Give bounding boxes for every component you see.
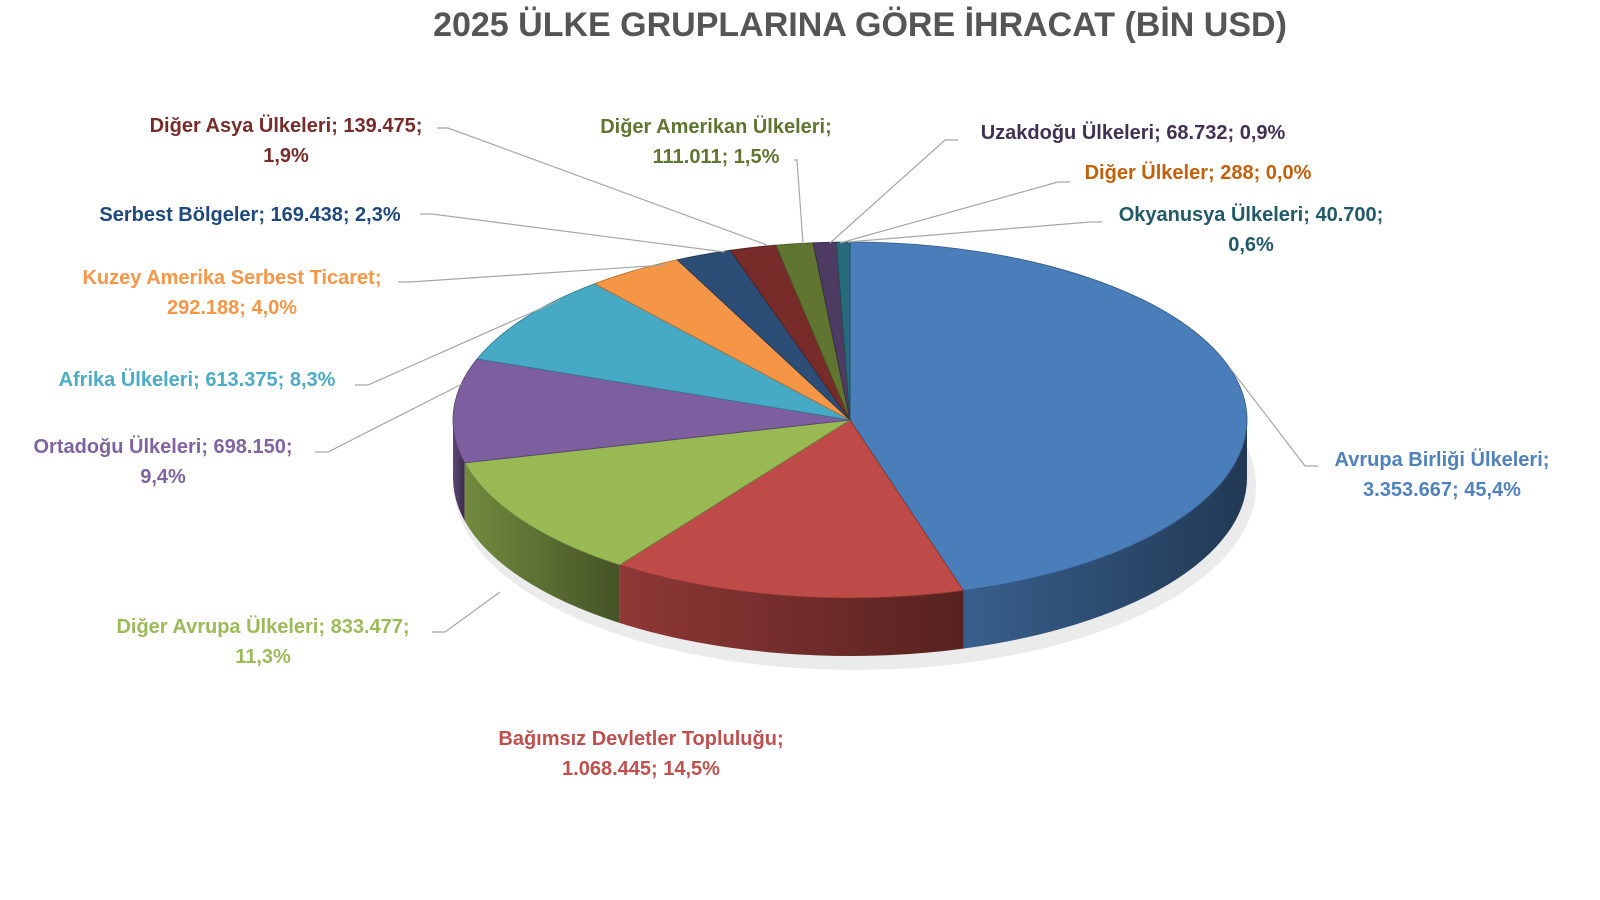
label-value: 169.438 (270, 204, 343, 226)
label-value: 111.011 (652, 146, 722, 168)
chart-title: 2025 ÜLKE GRUPLARINA GÖRE İHRACAT (BİN U… (433, 6, 1287, 44)
label-percent: 8,3% (289, 369, 336, 391)
label-percent: 1,9% (263, 145, 309, 167)
leader-line (420, 213, 726, 253)
label-name: Serbest Bölgeler (99, 204, 259, 226)
label-name: Diğer Avrupa Ülkeleri (116, 616, 319, 638)
data-label: Serbest Bölgeler; 169.438; 2,3% (99, 204, 401, 226)
label-name: Afrika Ülkeleri (58, 369, 194, 391)
leader-line (355, 299, 561, 386)
label-value: 833.477 (330, 616, 403, 638)
leader-line (315, 383, 463, 453)
data-label: Diğer Avrupa Ülkeleri; 833.477; 11,3% (116, 616, 410, 668)
leader-line (398, 264, 666, 283)
label-value: 40.700 (1315, 204, 1377, 226)
label-value: 698.150 (213, 436, 286, 458)
data-label: Afrika Ülkeleri; 613.375; 8,3% (58, 369, 336, 391)
label-value: 1.068.445 (562, 758, 652, 780)
label-percent: 14,5% (663, 758, 720, 780)
label-percent: 9,4% (140, 466, 186, 488)
label-name: Okyanusya Ülkeleri (1118, 204, 1304, 226)
label-percent: 0,9% (1239, 122, 1286, 144)
leader-line (839, 181, 1070, 244)
pie-slice (452, 358, 851, 464)
label-percent: 45,4% (1464, 479, 1521, 501)
label-name: Diğer Ülkeler (1084, 162, 1208, 184)
label-name: Kuzey Amerika Serbest Ticaret (82, 267, 375, 289)
pie-slice (464, 419, 851, 566)
data-label: Avrupa Birliği Ülkeleri; 3.353.667; 45,4… (1334, 449, 1550, 501)
data-label: Bağımsız Devletler Topluluğu; 1.068.445;… (498, 728, 784, 780)
label-value: 613.375 (205, 369, 278, 391)
label-percent: 0,0% (1265, 162, 1312, 184)
leader-line (847, 221, 1102, 243)
data-label: Diğer Amerikan Ülkeleri; 111.011; 1,5% (600, 116, 832, 168)
label-value: 288 (1220, 162, 1254, 184)
pie-slice (849, 241, 1248, 592)
label-percent: 11,3% (235, 646, 291, 668)
label-percent: 4,0% (251, 297, 298, 319)
data-label: Okyanusya Ülkeleri; 40.700; 0,6% (1118, 204, 1384, 256)
label-name: Avrupa Birliği Ülkeleri (1334, 449, 1543, 471)
label-value: 3.353.667 (1363, 479, 1453, 501)
data-label: Ortadoğu Ülkeleri; 698.150; 9,4% (33, 436, 293, 488)
data-label: Uzakdoğu Ülkeleri; 68.732; 0,9% (980, 122, 1286, 144)
pie-side-2 (464, 462, 620, 623)
data-label: Diğer Asya Ülkeleri; 139.475; 1,9% (149, 115, 423, 167)
label-percent: 1,5% (733, 146, 780, 168)
data-label: Diğer Ülkeler; 288; 0,0% (1084, 162, 1312, 184)
leader-line (432, 591, 501, 633)
label-percent: 2,3% (355, 204, 401, 226)
leader-line (1229, 367, 1318, 467)
leader-line (437, 127, 768, 246)
label-name: Uzakdoğu Ülkeleri (980, 122, 1155, 144)
label-value: 139.475 (343, 115, 416, 137)
label-value: 68.732 (1166, 122, 1228, 144)
pie-slice (476, 283, 851, 421)
label-value: 292.188 (166, 297, 240, 319)
pie-side-1 (619, 564, 964, 656)
leader-line (829, 139, 958, 244)
label-name: Diğer Amerikan Ülkeleri (600, 116, 826, 138)
label-name: Bağımsız Devletler Topluluğu (498, 728, 777, 750)
leader-line (794, 159, 804, 245)
pie-slice (618, 419, 965, 599)
label-name: Ortadoğu Ülkeleri (33, 436, 202, 458)
pie-side-3 (453, 420, 465, 521)
pie-side-0 (963, 420, 1247, 649)
label-name: Diğer Asya Ülkeleri (149, 115, 332, 137)
data-label: Kuzey Amerika Serbest Ticaret; 292.188; … (82, 267, 382, 319)
label-percent: 0,6% (1228, 234, 1274, 256)
